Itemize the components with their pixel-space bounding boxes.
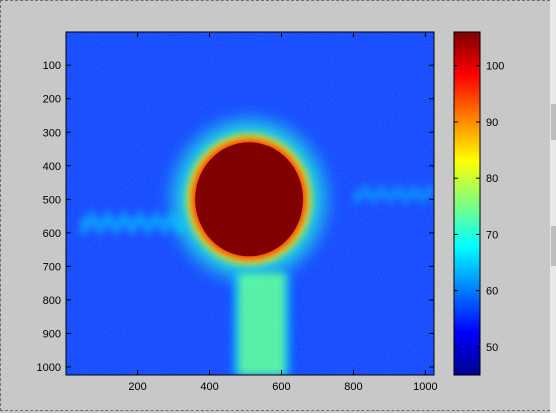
colorbar-frame (453, 31, 481, 376)
window-edge (550, 0, 556, 413)
fringe-dot (97, 216, 103, 235)
x-tick-label: 400 (200, 381, 218, 393)
colorbar-tick-label: 90 (486, 117, 498, 129)
x-tick-label: 800 (344, 381, 362, 393)
fringe-dot (177, 216, 184, 235)
colorbar-tick-label: 100 (486, 61, 504, 73)
colorbar-tick-label: 80 (486, 173, 498, 185)
fringe-dot (419, 189, 425, 205)
y-axis: 100 200 300 400 500 600 700 800 900 1000 (37, 60, 434, 374)
fringe-dot (411, 184, 417, 200)
y-tick-label: 500 (43, 194, 61, 206)
y-tick-label: 400 (43, 161, 61, 173)
fringe-dot (89, 210, 95, 229)
fringe-dot (121, 210, 127, 229)
x-tick-label: 200 (128, 381, 146, 393)
heatmap-image (66, 32, 434, 375)
fringe-dot (394, 184, 401, 200)
y-tick-label: 900 (43, 328, 61, 340)
fringe-dot (137, 210, 144, 229)
y-tick-label: 800 (43, 295, 61, 307)
plot-frame (65, 31, 435, 376)
fringe-dot (362, 184, 369, 200)
fringe-dot (427, 184, 433, 200)
colorbar (454, 32, 480, 375)
fringe-dot (105, 210, 111, 229)
saturated-blob (195, 142, 304, 257)
y-tick-label: 700 (43, 261, 61, 273)
colorbar-tick-label: 50 (486, 342, 498, 354)
fringe-dot (81, 216, 87, 235)
y-tick-label: 100 (43, 60, 61, 72)
fringe-dot (113, 216, 119, 235)
y-tick-label: 300 (43, 127, 61, 139)
x-tick-label: 600 (272, 381, 290, 393)
x-tick-label: 1000 (413, 381, 437, 393)
fringe-dot (169, 210, 176, 229)
fringe-dot (145, 216, 152, 235)
x-axis: 200 400 600 800 1000 (128, 32, 438, 393)
window-edge-fragment (551, 226, 556, 266)
fringe-dot (370, 189, 377, 205)
fringe-dot (402, 189, 409, 205)
y-tick-label: 200 (43, 94, 61, 106)
fringe-dot (354, 189, 361, 205)
fringe-dot (161, 216, 168, 235)
fringe-dot (386, 189, 393, 205)
fringe-streak (354, 184, 433, 205)
fringe-dot (153, 210, 160, 229)
fringe-streak (81, 210, 184, 235)
fringe-dot (378, 184, 385, 200)
y-tick-label: 600 (43, 228, 61, 240)
y-tick-label: 1000 (37, 362, 61, 374)
colorbar-axis: 50 60 70 80 90 100 (454, 61, 504, 354)
window-edge-fragment (551, 104, 556, 140)
fringe-dot (129, 216, 135, 235)
colorbar-tick-label: 70 (486, 229, 498, 241)
colorbar-tick-label: 60 (486, 286, 498, 298)
vertical-band (238, 273, 286, 375)
